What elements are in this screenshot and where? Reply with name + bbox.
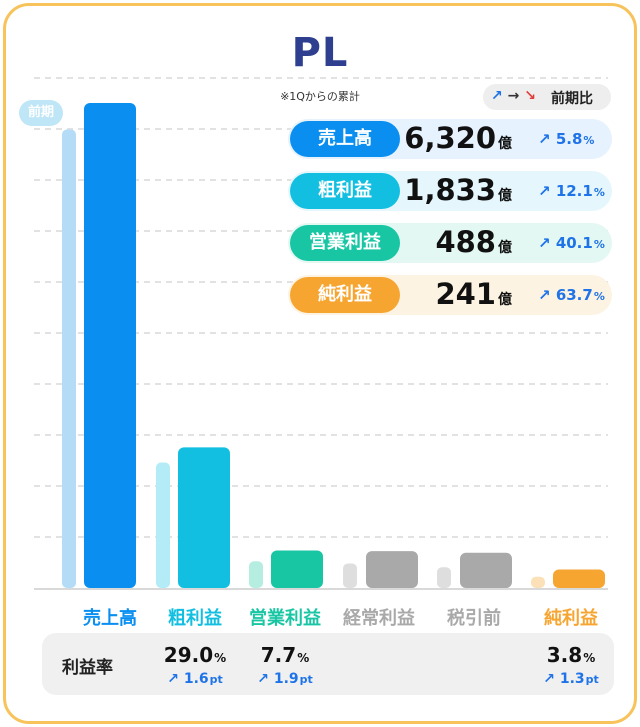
legend-arrows: ↗ → ↘ [491, 88, 536, 104]
kpi-badge: 営業利益 [290, 225, 400, 261]
category-label-operating-profit: 営業利益 [249, 608, 321, 629]
kpi-row-sales: 売上高 6,320 億 ↗ 5.8% [288, 119, 612, 159]
kpi-value: 6,320 億 [404, 121, 512, 155]
legend-label: 前期比 [551, 91, 593, 107]
kpi-value: 241 億 [435, 277, 512, 311]
bar-current [460, 552, 512, 588]
trend-up-icon: ↗ [257, 671, 269, 687]
margin-value-operating: 7.7% [260, 643, 310, 667]
bar-current [553, 569, 605, 588]
category-label-sales: 売上高 [83, 608, 137, 629]
bar-previous [156, 462, 170, 588]
arrow-down-icon: ↘ [524, 88, 536, 104]
pl-bar-chart [34, 77, 608, 590]
kpi-badge: 粗利益 [290, 173, 400, 209]
category-label-gross-profit: 粗利益 [168, 608, 222, 629]
kpi-growth: ↗ 12.1% [538, 182, 605, 200]
kpi-value: 488 億 [435, 225, 512, 259]
legend-pill: ↗ → ↘ 前期比 [483, 84, 611, 110]
bar-previous [62, 129, 76, 588]
trend-up-icon: ↗ [538, 234, 551, 252]
trend-up-icon: ↗ [538, 130, 551, 148]
page-title: PL [291, 30, 349, 76]
bar-previous [437, 567, 451, 588]
category-label-ordinary-profit: 経常利益 [343, 608, 415, 629]
bar-current [366, 551, 418, 588]
trend-up-icon: ↗ [538, 286, 551, 304]
margin-title: 利益率 [62, 658, 113, 678]
category-label-pretax: 税引前 [447, 608, 501, 629]
kpi-growth: ↗ 63.7% [538, 286, 605, 304]
margin-value-gross: 29.0% [163, 643, 227, 667]
bar-current [271, 550, 323, 588]
kpi-badge: 純利益 [290, 277, 400, 313]
bar-previous [249, 561, 263, 588]
margin-value-net: 3.8% [546, 643, 596, 667]
kpi-row-operating-profit: 営業利益 488 億 ↗ 40.1% [288, 223, 612, 263]
bar-current [84, 103, 136, 588]
margin-delta-gross: ↗ 1.6pt [167, 671, 223, 687]
kpi-badge: 売上高 [290, 121, 400, 157]
kpi-value: 1,833 億 [404, 173, 512, 207]
category-label-net-profit: 純利益 [544, 608, 598, 629]
arrow-right-icon: → [507, 88, 520, 104]
subtitle: ※1Qからの累計 [280, 90, 360, 103]
margin-delta-operating: ↗ 1.9pt [257, 671, 313, 687]
trend-up-icon: ↗ [543, 671, 555, 687]
kpi-growth: ↗ 40.1% [538, 234, 605, 252]
profit-margin-panel: 利益率 29.0% ↗ 1.6pt 7.7% ↗ 1.9pt 3.8% ↗ 1.… [42, 633, 614, 695]
kpi-row-gross-profit: 粗利益 1,833 億 ↗ 12.1% [288, 171, 612, 211]
previous-period-badge: 前期 [19, 100, 63, 126]
kpi-growth: ↗ 5.8% [538, 130, 595, 148]
arrow-up-icon: ↗ [491, 88, 503, 104]
bar-current [178, 447, 230, 588]
bar-previous [531, 576, 545, 588]
trend-up-icon: ↗ [538, 182, 551, 200]
bar-previous [343, 563, 357, 588]
trend-up-icon: ↗ [167, 671, 179, 687]
kpi-row-net-profit: 純利益 241 億 ↗ 63.7% [288, 275, 612, 315]
margin-delta-net: ↗ 1.3pt [543, 671, 599, 687]
